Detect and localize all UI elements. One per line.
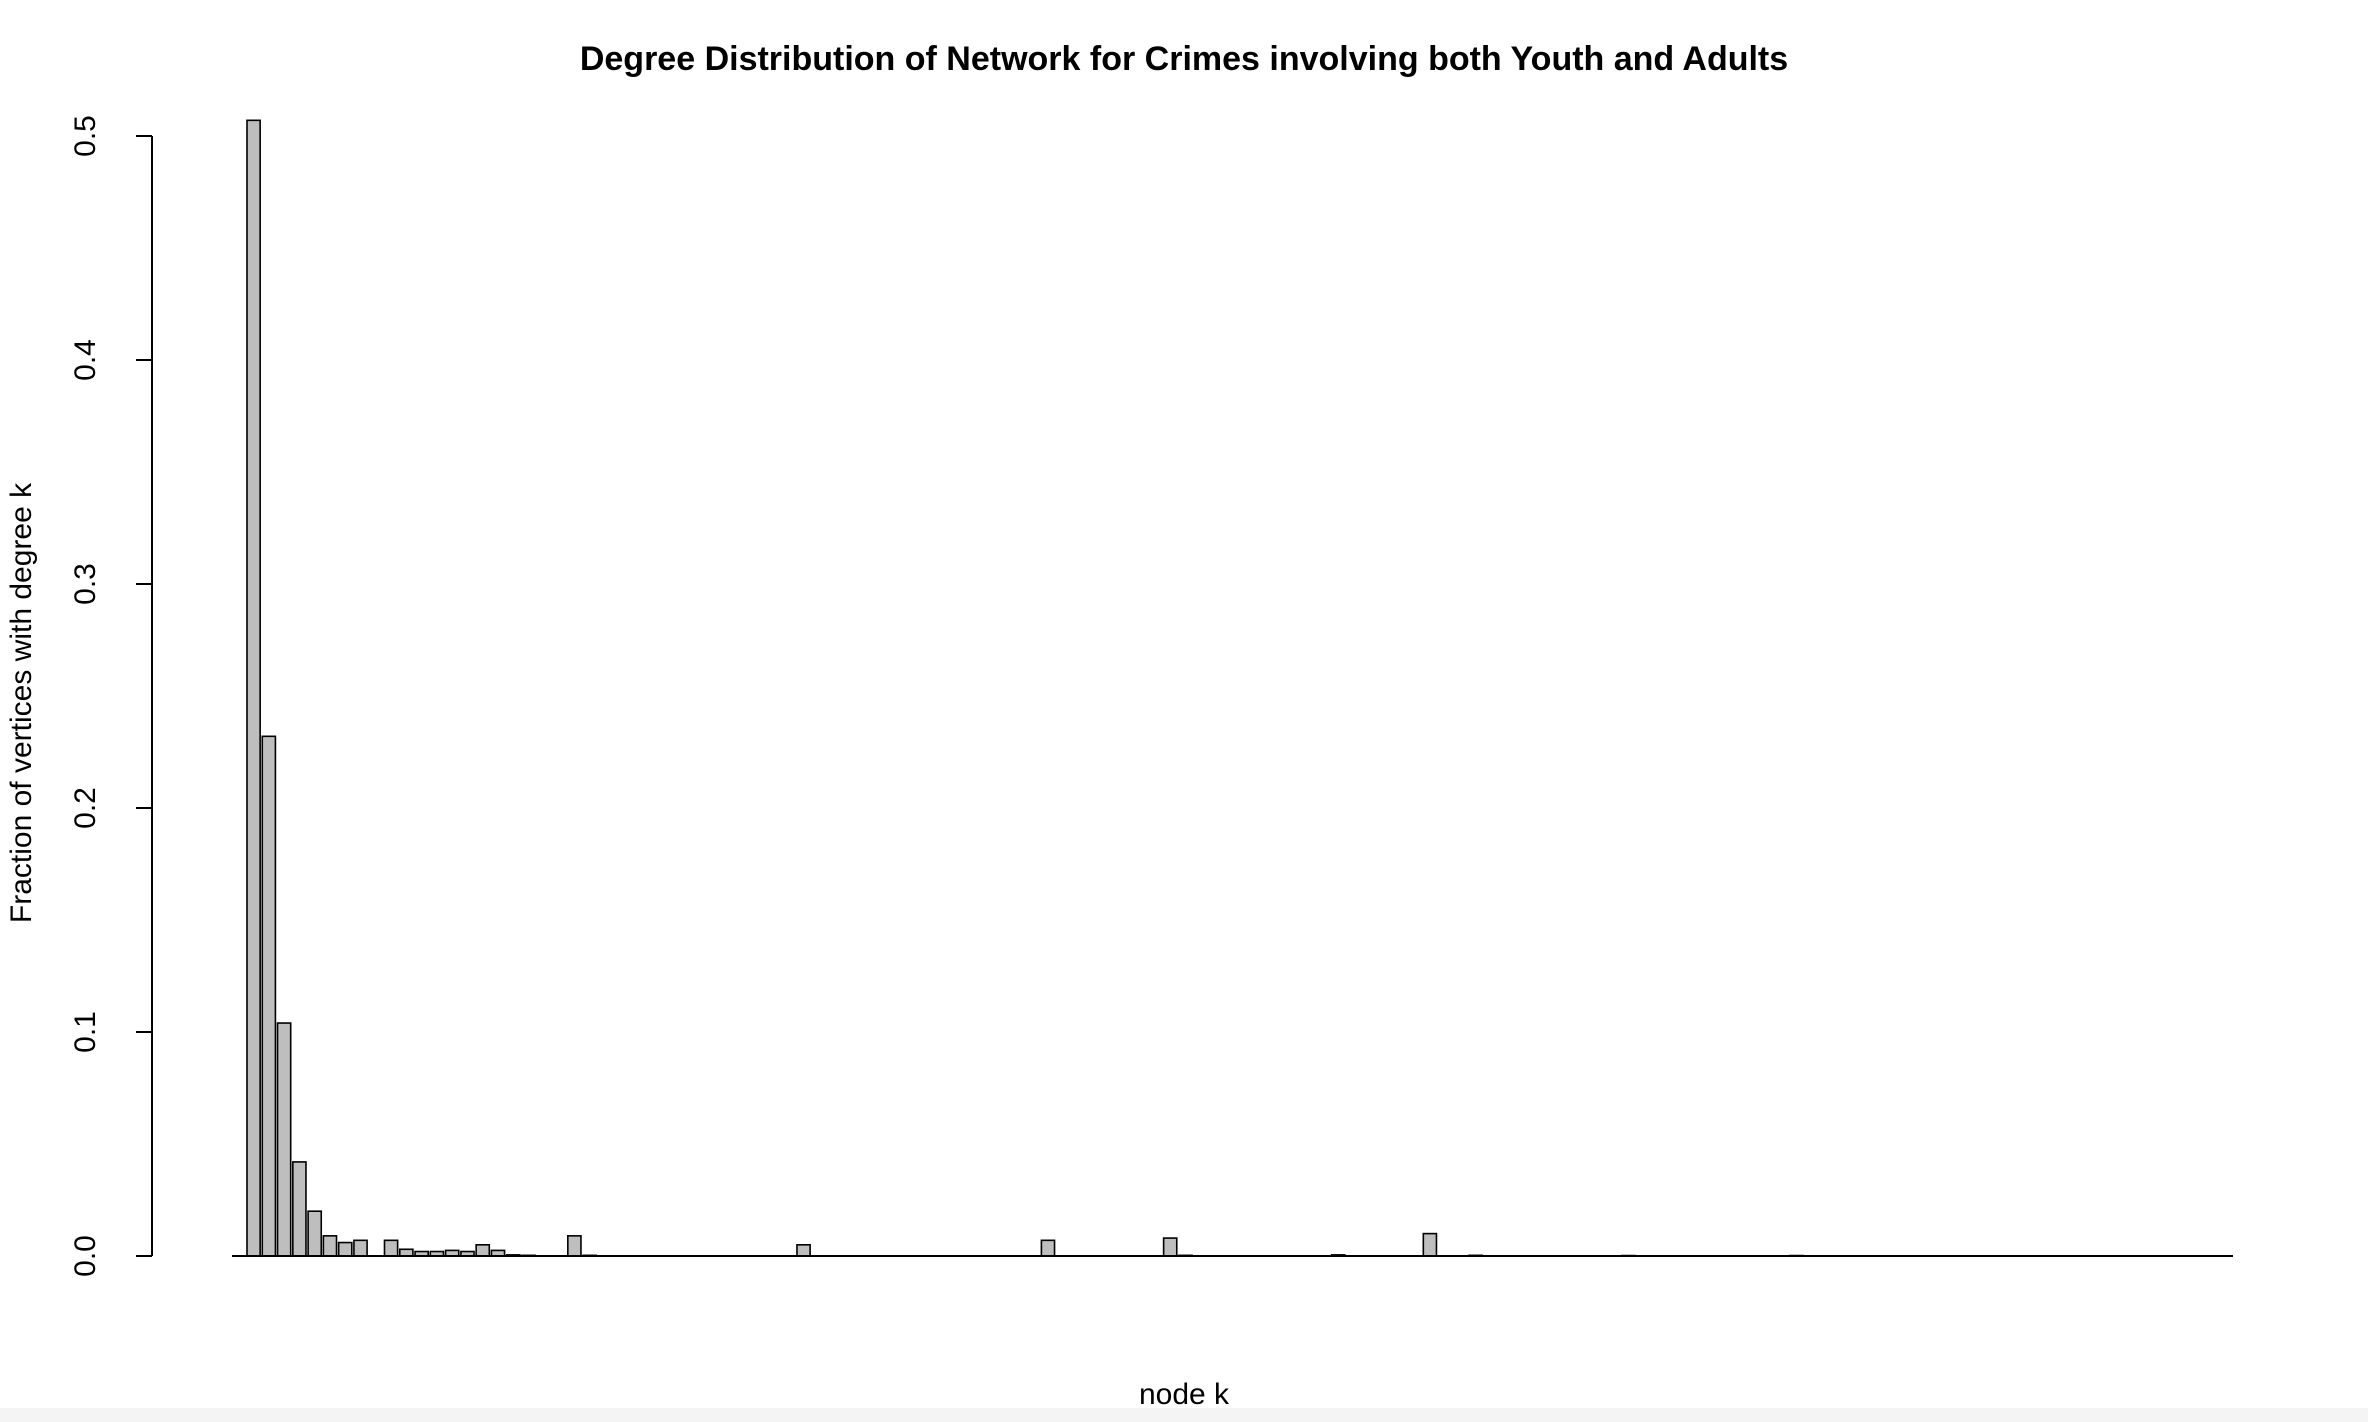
bar	[398, 1248, 414, 1257]
bar	[1162, 1237, 1178, 1257]
bar	[246, 119, 261, 1257]
y-tick-label: 0.4	[69, 339, 102, 381]
y-tick-label: 0.5	[69, 115, 102, 157]
bar	[261, 735, 277, 1257]
chart-title: Degree Distribution of Network for Crime…	[579, 40, 1789, 78]
x-axis-label: node k	[1138, 1378, 1230, 1411]
bar	[322, 1235, 338, 1257]
bar	[276, 1022, 292, 1257]
bar	[292, 1161, 307, 1257]
bar	[567, 1235, 582, 1257]
bottom-edge	[0, 1408, 2368, 1422]
y-tick-label: 0.3	[69, 563, 102, 605]
bar	[1040, 1239, 1056, 1257]
bar	[383, 1239, 399, 1257]
y-tick-label: 0.1	[69, 1011, 102, 1053]
bar	[796, 1244, 811, 1257]
bar	[353, 1239, 368, 1257]
bar	[475, 1244, 491, 1257]
bar	[307, 1210, 323, 1257]
y-tick-label: 0.0	[69, 1235, 102, 1277]
y-tick-label: 0.2	[69, 787, 102, 829]
bar	[1422, 1232, 1438, 1257]
bar	[337, 1241, 353, 1257]
